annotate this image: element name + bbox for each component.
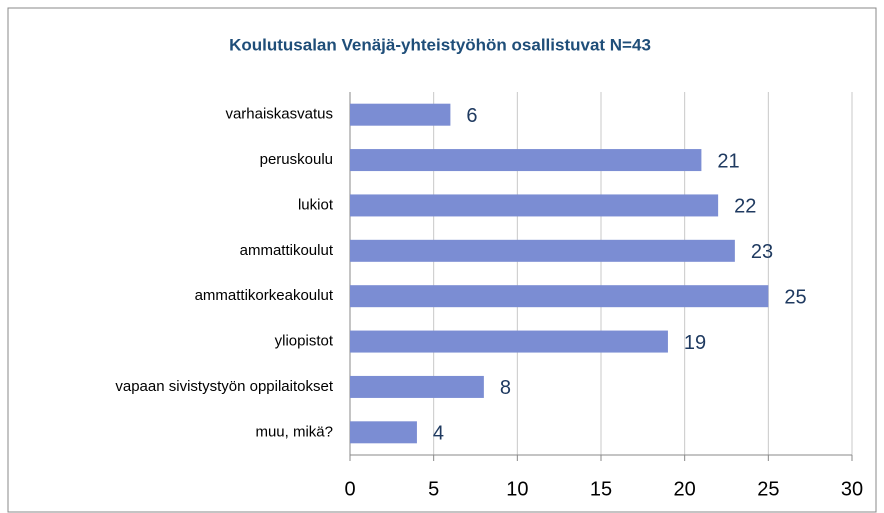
- data-label: 25: [784, 286, 806, 308]
- y-tick-label: ammattikoulut: [240, 242, 334, 259]
- y-tick-label: ammattikorkeakoulut: [195, 287, 334, 304]
- bar: [350, 330, 668, 353]
- bar: [350, 194, 719, 217]
- y-tick-label: lukiot: [298, 196, 334, 213]
- y-tick-label: muu, mikä?: [255, 423, 333, 440]
- y-tick-label: peruskoulu: [260, 151, 333, 168]
- x-tick-label: 10: [506, 478, 528, 500]
- x-tick-label: 30: [841, 478, 863, 500]
- data-label: 6: [466, 105, 477, 127]
- data-label: 23: [751, 241, 773, 263]
- bar: [350, 375, 484, 398]
- data-label: 19: [684, 332, 706, 354]
- bar: [350, 285, 769, 308]
- x-tick-label: 25: [757, 478, 779, 500]
- data-label: 21: [717, 150, 739, 172]
- bar: [350, 149, 702, 172]
- chart-title: Koulutusalan Venäjä-yhteistyöhön osallis…: [229, 35, 651, 54]
- data-label: 22: [734, 196, 756, 218]
- x-tick-label: 15: [590, 478, 612, 500]
- x-tick-label: 5: [428, 478, 439, 500]
- y-tick-label: yliopistot: [275, 333, 334, 350]
- x-tick-label: 0: [344, 478, 355, 500]
- bar: [350, 239, 735, 262]
- bar: [350, 103, 451, 126]
- y-tick-label: varhaiskasvatus: [225, 106, 333, 123]
- y-tick-label: vapaan sivistystyön oppilaitokset: [115, 378, 333, 395]
- data-label: 8: [500, 377, 511, 399]
- x-tick-label: 20: [674, 478, 696, 500]
- bar: [350, 421, 417, 444]
- data-label: 4: [433, 423, 444, 445]
